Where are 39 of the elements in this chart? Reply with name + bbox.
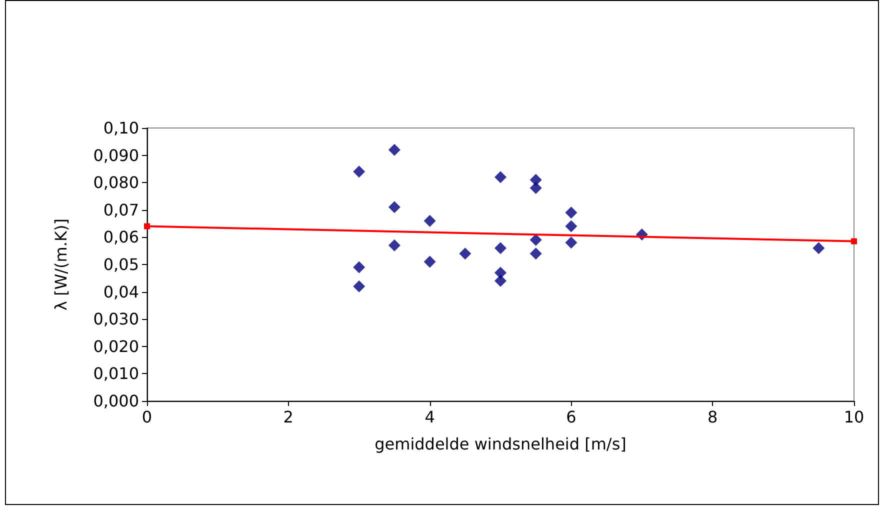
point [494, 242, 506, 254]
y-tick-label: 0,090 [93, 146, 139, 165]
point [353, 166, 366, 178]
y-tick-label: 0,000 [93, 392, 139, 410]
point [388, 239, 400, 252]
y-tick-label: 0,04 [103, 282, 139, 302]
y-tick-label: 0,080 [93, 173, 139, 192]
point [144, 223, 150, 230]
x-tick-label: 6 [566, 408, 576, 426]
point [565, 236, 578, 249]
y-tick-label: 0,030 [93, 310, 139, 329]
y-tick-label: 0,10 [103, 118, 139, 138]
x-tick-label: 0 [142, 408, 152, 426]
point [530, 182, 542, 194]
point [851, 238, 857, 244]
point [459, 248, 472, 260]
x-tick-label: 2 [283, 408, 294, 426]
y-tick-label: 0,020 [93, 336, 139, 356]
point [812, 242, 825, 254]
x-tick-label: 4 [424, 408, 435, 426]
point [353, 261, 366, 274]
point [424, 214, 436, 227]
y-axis-title: λ [W/(m.K)] [52, 218, 70, 310]
x-axis-title: gemiddelde windsnelheid [m/s] [374, 434, 626, 454]
x-tick-label: 10 [844, 408, 864, 426]
point [565, 220, 578, 232]
point [530, 248, 542, 260]
point [494, 274, 506, 287]
y-tick-label: 0,06 [103, 228, 139, 247]
point [353, 280, 366, 292]
point [565, 206, 578, 219]
y-tick-label: 0,07 [103, 200, 139, 220]
point [424, 256, 436, 268]
x-tick-label: 8 [708, 408, 718, 426]
point [388, 144, 400, 156]
y-tick-label: 0,010 [93, 364, 139, 384]
y-tick-label: 0,05 [103, 255, 139, 274]
point [494, 171, 506, 184]
point [388, 201, 400, 214]
